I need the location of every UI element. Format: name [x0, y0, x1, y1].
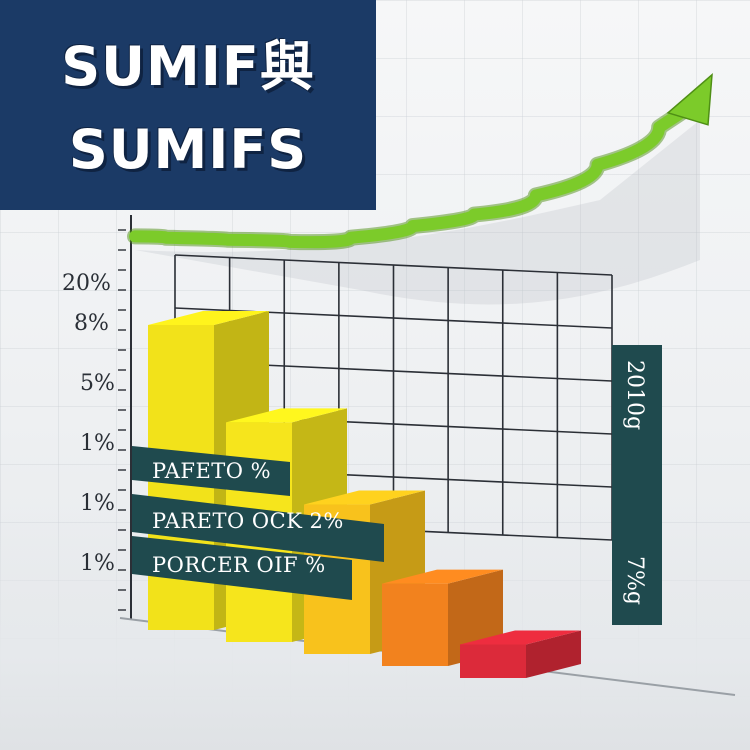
bar	[460, 630, 581, 678]
banner: PORCER OIF %	[132, 536, 352, 600]
y-tick-label: 20%	[62, 271, 111, 296]
banner-label: PAFETO %	[152, 459, 271, 483]
bar	[382, 569, 503, 666]
side-banner: 2010g 7%g	[612, 345, 662, 625]
banner-label: PARETO OCK 2%	[152, 509, 344, 533]
y-tick-label: 8%	[74, 311, 109, 336]
trend-shadow	[135, 120, 700, 305]
banner-label: PORCER OIF %	[152, 553, 326, 577]
trend-line-path	[129, 100, 696, 249]
y-tick-label: 1%	[80, 431, 115, 456]
side-banner-bottom-text: 7%g	[622, 556, 647, 605]
y-tick-label: 1%	[80, 551, 115, 576]
title-line-1: SUMIF與	[61, 35, 315, 98]
side-banner-top-text: 2010g	[622, 360, 647, 430]
banner: PARETO OCK 2%	[132, 494, 384, 562]
title-line-2: SUMIFS	[68, 118, 308, 181]
y-tick-label: 5%	[80, 371, 115, 396]
banner: PAFETO %	[132, 446, 290, 496]
title-box: SUMIF與 SUMIFS	[0, 0, 376, 210]
bar-series	[148, 311, 581, 678]
trend-line	[127, 73, 713, 251]
y-axis-ticks	[118, 229, 126, 611]
y-tick-label: 1%	[80, 491, 115, 516]
chart-grid	[174, 254, 613, 541]
trend-arrow-head	[666, 73, 713, 126]
